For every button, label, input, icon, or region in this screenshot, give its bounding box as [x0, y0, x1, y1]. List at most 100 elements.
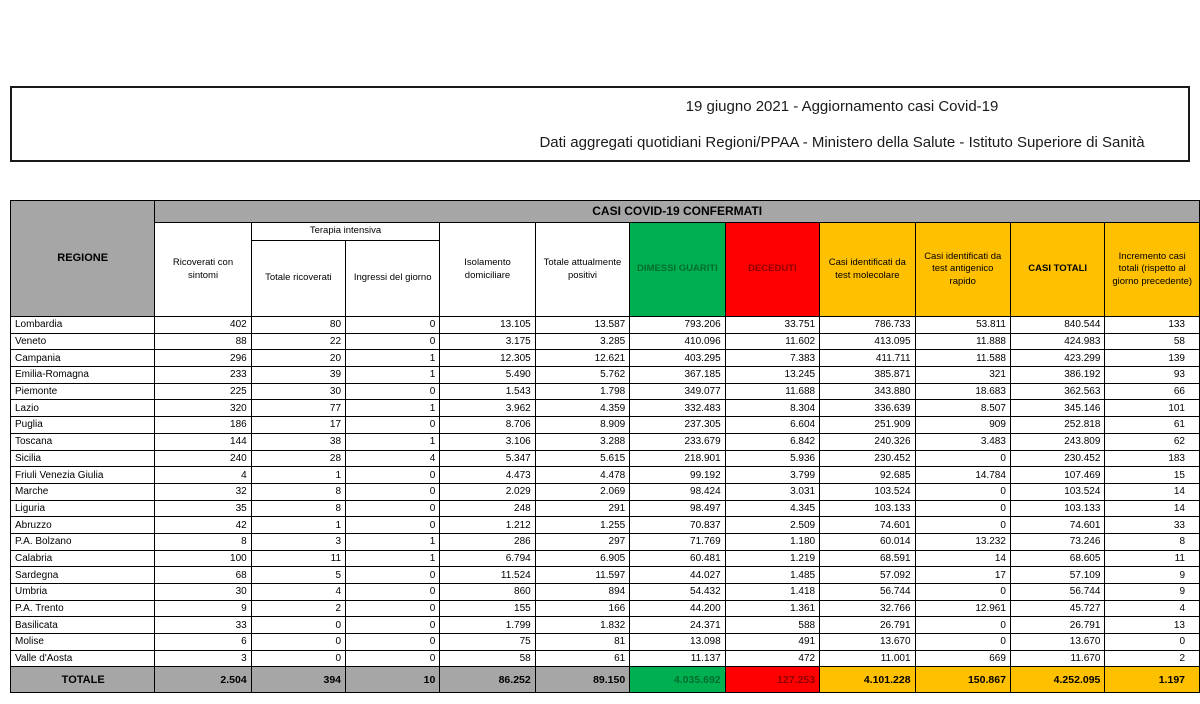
value-cell: 101 — [1104, 399, 1200, 418]
value-cell: 44.200 — [629, 599, 726, 618]
value-cell: 13.098 — [629, 633, 726, 651]
value-cell: 0 — [345, 566, 441, 584]
col-header-isolamento-domiciliare: Isolamento domiciliare — [439, 222, 536, 317]
value-cell: 6.905 — [534, 549, 631, 568]
table-row: Marche 32 8 0 2.029 2.069 98.424 3.031 103.524 0 1… — [9, 482, 1200, 501]
value-cell: 1.485 — [724, 566, 821, 584]
value-cell: 13.245 — [724, 366, 821, 384]
region-name: Puglia — [9, 416, 156, 434]
value-cell: 6.794 — [439, 549, 536, 568]
value-cell: 11.602 — [724, 332, 821, 351]
col-header-incremento: Incremento casi totali (rispetto al gior… — [1104, 222, 1200, 317]
value-cell: 243.809 — [1009, 432, 1106, 451]
value-cell: 4.359 — [534, 399, 631, 418]
value-cell: 11.688 — [724, 382, 821, 401]
value-cell: 362.563 — [1009, 382, 1106, 401]
value-cell: 588 — [724, 616, 821, 635]
value-cell: 0 — [345, 516, 441, 534]
table-row: Campania 296 20 1 12.305 12.621 403.295 7.383 41… — [9, 349, 1200, 368]
totale-test-molecolare: 4.101.228 — [819, 666, 916, 694]
value-cell: 793.206 — [629, 316, 726, 334]
value-cell: 3.962 — [439, 399, 536, 418]
value-cell: 88 — [154, 332, 252, 351]
value-cell: 786.733 — [819, 316, 916, 334]
col-header-attualmente-positivi: Totale attualmente positivi — [534, 222, 631, 317]
value-cell: 0 — [345, 616, 441, 635]
value-cell: 107.469 — [1009, 466, 1106, 484]
value-cell: 13.670 — [1009, 633, 1106, 651]
region-name: Toscana — [9, 432, 156, 451]
value-cell: 58 — [1104, 332, 1200, 351]
value-cell: 0 — [345, 382, 441, 401]
value-cell: 0 — [914, 499, 1011, 518]
value-cell: 5.490 — [439, 366, 536, 384]
value-cell: 5.936 — [724, 449, 821, 468]
value-cell: 3 — [250, 532, 347, 551]
value-cell: 332.483 — [629, 399, 726, 418]
value-cell: 53.811 — [914, 316, 1011, 334]
value-cell: 6.842 — [724, 432, 821, 451]
value-cell: 45.727 — [1009, 599, 1106, 618]
value-cell: 5.762 — [534, 366, 631, 384]
value-cell: 4.478 — [534, 466, 631, 484]
value-cell: 14.784 — [914, 466, 1011, 484]
value-cell: 4 — [345, 449, 441, 468]
value-cell: 321 — [914, 366, 1011, 384]
region-name: Molise — [9, 633, 156, 651]
value-cell: 186 — [154, 416, 252, 434]
covid-cases-table: REGIONE CASI COVID-19 CONFERMATI Ricover… — [9, 200, 1200, 694]
value-cell: 98.424 — [629, 482, 726, 501]
value-cell: 9 — [154, 599, 252, 618]
value-cell: 56.744 — [819, 583, 916, 601]
value-cell: 6 — [154, 633, 252, 651]
value-cell: 424.983 — [1009, 332, 1106, 351]
value-cell: 0 — [250, 649, 347, 668]
value-cell: 233.679 — [629, 432, 726, 451]
value-cell: 1.212 — [439, 516, 536, 534]
table-row: Basilicata 33 0 0 1.799 1.832 24.371 588 26.791 0… — [9, 616, 1200, 635]
value-cell: 230.452 — [819, 449, 916, 468]
value-cell: 11.670 — [1009, 649, 1106, 668]
value-cell: 54.432 — [629, 583, 726, 601]
value-cell: 9 — [1104, 583, 1200, 601]
value-cell: 1.832 — [534, 616, 631, 635]
value-cell: 8.304 — [724, 399, 821, 418]
value-cell: 61 — [1104, 416, 1200, 434]
value-cell: 13.232 — [914, 532, 1011, 551]
value-cell: 14 — [1104, 499, 1200, 518]
value-cell: 909 — [914, 416, 1011, 434]
value-cell: 0 — [914, 516, 1011, 534]
value-cell: 166 — [534, 599, 631, 618]
table-header: REGIONE CASI COVID-19 CONFERMATI Ricover… — [9, 200, 1200, 317]
region-name: Sicilia — [9, 449, 156, 468]
value-cell: 11.588 — [914, 349, 1011, 368]
value-cell: 1 — [250, 466, 347, 484]
value-cell: 11.001 — [819, 649, 916, 668]
value-cell: 11 — [1104, 549, 1200, 568]
table-row: Molise 6 0 0 75 81 13.098 491 13.670 0 13.670 0 — [9, 633, 1200, 651]
value-cell: 2.029 — [439, 482, 536, 501]
region-name: Campania — [9, 349, 156, 368]
value-cell: 0 — [345, 316, 441, 334]
value-cell: 0 — [345, 499, 441, 518]
value-cell: 11.888 — [914, 332, 1011, 351]
table-title: CASI COVID-19 CONFERMATI — [154, 200, 1200, 223]
table-row: Veneto 88 22 0 3.175 3.285 410.096 11.602 413.09… — [9, 332, 1200, 351]
value-cell: 33.751 — [724, 316, 821, 334]
value-cell: 5.347 — [439, 449, 536, 468]
value-cell: 669 — [914, 649, 1011, 668]
table-row: Friuli Venezia Giulia 4 1 0 4.473 4.478 99.192… — [9, 466, 1200, 484]
value-cell: 103.524 — [1009, 482, 1106, 501]
value-cell: 1 — [345, 349, 441, 368]
value-cell: 0 — [250, 633, 347, 651]
value-cell: 1.418 — [724, 583, 821, 601]
value-cell: 3 — [154, 649, 252, 668]
value-cell: 1.798 — [534, 382, 631, 401]
table-row: Lombardia 402 80 0 13.105 13.587 793.206 33.751… — [9, 316, 1200, 334]
value-cell: 44.027 — [629, 566, 726, 584]
region-name: Abruzzo — [9, 516, 156, 534]
value-cell: 98.497 — [629, 499, 726, 518]
value-cell: 24.371 — [629, 616, 726, 635]
value-cell: 30 — [250, 382, 347, 401]
value-cell: 252.818 — [1009, 416, 1106, 434]
